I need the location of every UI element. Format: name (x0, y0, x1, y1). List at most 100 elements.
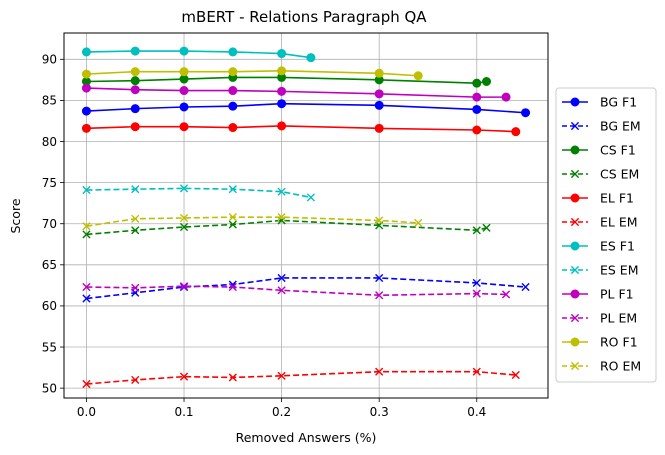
chart-title: mBERT - Relations Paragraph QA (181, 8, 427, 26)
legend-label: PL EM (600, 311, 637, 326)
data-point-ro-em (414, 218, 423, 227)
series-pl-em (82, 282, 511, 300)
data-point-bg-f1 (374, 100, 384, 110)
y-tick-label: 50 (42, 381, 57, 395)
legend-item-es-f1: ES F1 (562, 239, 635, 254)
data-point-el-f1 (81, 123, 91, 133)
series-ro-f1 (81, 66, 423, 81)
data-point-el-em (228, 373, 237, 382)
x-tick-label: 0.3 (370, 405, 389, 419)
legend-item-cs-f1: CS F1 (562, 143, 636, 158)
data-point-cs-em (472, 226, 481, 235)
data-point-ro-em (277, 213, 286, 222)
data-point-pl-f1 (81, 83, 91, 93)
data-point-el-em (82, 379, 91, 389)
legend-label: CS F1 (600, 143, 636, 158)
legend-item-bg-em: BG EM (562, 119, 641, 134)
data-point-es-f1 (179, 46, 189, 56)
data-point-pl-em (131, 283, 140, 292)
data-point-bg-f1 (277, 99, 287, 109)
series-line-pl-f1 (86, 87, 507, 98)
y-tick-label: 60 (42, 299, 57, 313)
legend-marker (570, 121, 580, 131)
data-point-bg-em (472, 278, 481, 288)
y-tick-label: 80 (42, 135, 57, 149)
data-point-cs-em (82, 230, 91, 239)
data-point-pl-f1 (130, 85, 140, 95)
plot-area (81, 46, 531, 389)
x-tick-label: 0.0 (77, 405, 96, 419)
series-es-em (82, 184, 315, 202)
data-point-bg-em (521, 282, 530, 292)
legend-item-es-em: ES EM (562, 263, 639, 278)
data-point-pl-f1 (374, 89, 384, 99)
legend-item-pl-f1: PL F1 (562, 287, 634, 302)
data-point-bg-f1 (179, 102, 189, 112)
legend-label: BG F1 (600, 95, 637, 110)
data-point-bg-f1 (472, 104, 482, 114)
series-line-cs-em (86, 219, 487, 236)
data-point-pl-f1 (277, 86, 287, 96)
data-point-el-em (179, 372, 189, 381)
x-tick-label: 0.4 (467, 405, 486, 419)
data-point-es-em (277, 187, 286, 196)
series-ro-em (82, 213, 423, 231)
x-tick-label: 0.2 (272, 405, 291, 419)
data-point-pl-em (179, 282, 189, 291)
legend-box (555, 87, 657, 383)
legend-label: ES F1 (600, 239, 635, 254)
legend-item-el-f1: EL F1 (562, 191, 634, 206)
series-pl-f1 (81, 83, 511, 102)
legend-label: EL F1 (600, 191, 634, 206)
data-point-pl-em (375, 291, 384, 300)
data-point-el-em (472, 367, 481, 376)
y-tick-label: 55 (42, 340, 57, 354)
x-axis: 0.0 0.1 0.2 0.3 0.4 (77, 398, 486, 419)
data-point-pl-em (228, 282, 237, 292)
data-point-ro-f1 (374, 68, 384, 78)
series-bg-f1 (81, 99, 531, 118)
data-point-ro-em (82, 222, 91, 231)
data-point-bg-f1 (521, 108, 531, 118)
series-line-bg-em (86, 277, 526, 300)
y-tick-label: 85 (42, 94, 57, 108)
legend-label: ES EM (600, 263, 639, 278)
data-point-es-em (131, 185, 140, 194)
data-point-el-em (131, 375, 140, 385)
data-point-es-em (228, 185, 237, 194)
plot-frame (63, 32, 549, 399)
data-point-ro-f1 (81, 69, 91, 79)
data-point-pl-em (501, 290, 511, 299)
series-line-cs-f1 (86, 76, 487, 84)
data-point-es-f1 (228, 47, 238, 57)
legend-item-bg-f1: BG F1 (562, 95, 637, 110)
series-es-f1 (81, 46, 316, 63)
data-point-bg-f1 (130, 104, 140, 114)
legend-marker (570, 217, 580, 227)
legend-label: CS EM (600, 167, 639, 182)
series-line-el-f1 (86, 125, 516, 133)
legend-item-el-em: EL EM (562, 215, 638, 230)
data-point-el-f1 (374, 123, 384, 133)
legend-item-cs-em: CS EM (562, 167, 639, 182)
series-line-es-em (86, 187, 312, 199)
data-point-cs-f1 (472, 78, 482, 88)
legend-marker (570, 265, 580, 275)
data-point-ro-em (375, 216, 384, 225)
data-point-bg-f1 (81, 106, 91, 116)
legend-item-ro-em: RO EM (562, 359, 641, 374)
data-point-es-f1 (277, 49, 287, 59)
legend-marker (570, 241, 580, 251)
data-point-pl-f1 (472, 92, 482, 102)
series-line-bg-f1 (86, 102, 526, 114)
data-point-bg-em (375, 273, 384, 283)
x-axis-label: Removed Answers (%) (236, 430, 377, 445)
data-point-el-f1 (472, 125, 482, 135)
data-point-es-f1 (130, 46, 140, 56)
series-cs-em (82, 216, 491, 239)
data-point-ro-f1 (413, 71, 423, 81)
legend-marker (570, 313, 580, 323)
data-point-cs-em (131, 226, 140, 235)
data-point-bg-f1 (228, 101, 238, 111)
